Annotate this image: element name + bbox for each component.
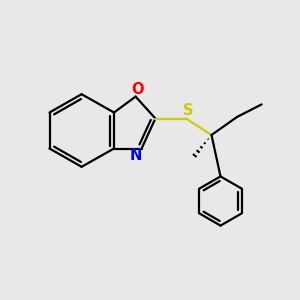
Text: N: N xyxy=(130,148,142,164)
Text: O: O xyxy=(132,82,144,98)
Text: S: S xyxy=(183,103,194,118)
